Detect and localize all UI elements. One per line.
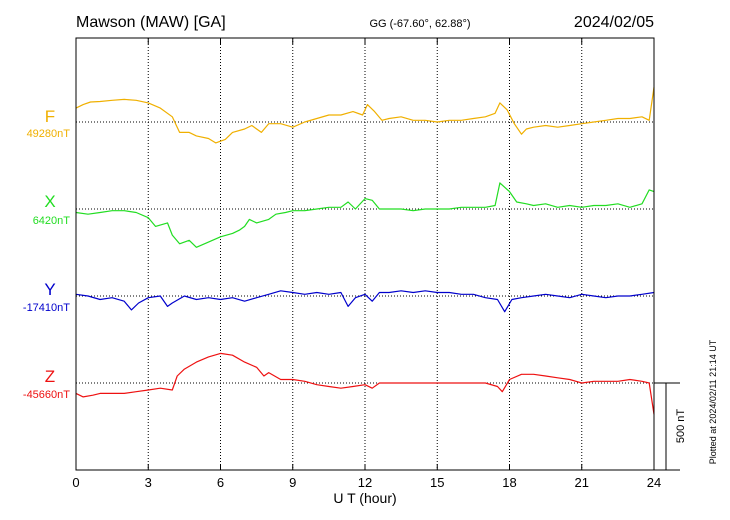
x-tick-label-6: 6 (217, 475, 224, 490)
date-label: 2024/02/05 (574, 14, 654, 31)
vertical-gridlines (147, 38, 583, 470)
baseline-value-f: 49280nT (27, 128, 71, 140)
series-line-f (75, 87, 655, 144)
series-line-y (75, 290, 655, 313)
baseline-value-x: 6420nT (33, 215, 71, 227)
scale-bar: 500 nT (654, 382, 687, 471)
plotted-timestamp: Plotted at 2024/02/11 21:14 UT (708, 339, 718, 464)
series-baselines (76, 121, 654, 384)
series-lines (75, 87, 655, 415)
x-tick-label-3: 3 (145, 475, 152, 490)
series-name-z: Z (45, 367, 55, 386)
series-line-z (75, 352, 655, 415)
scale-bar-label: 500 nT (675, 409, 687, 444)
baseline-value-z: -45660nT (23, 389, 70, 401)
x-tick-label-21: 21 (575, 475, 589, 490)
series-name-y: Y (44, 280, 55, 299)
series-labels: F 49280nT X 6420nT Y -17410nT Z -45660nT (23, 107, 70, 401)
x-tick-label-12: 12 (358, 475, 372, 490)
x-tick-label-9: 9 (289, 475, 296, 490)
series-name-x: X (44, 192, 55, 211)
x-axis-ticks: 0 3 6 9 12 15 18 21 24 (72, 38, 661, 490)
x-tick-label-24: 24 (647, 475, 661, 490)
x-tick-label-0: 0 (72, 475, 79, 490)
x-axis-label: U T (hour) (333, 490, 396, 506)
x-tick-label-15: 15 (430, 475, 444, 490)
station-title: Mawson (MAW) [GA] (76, 14, 226, 31)
coordinates-label: GG (-67.60°, 62.88°) (369, 18, 470, 30)
x-tick-label-18: 18 (502, 475, 516, 490)
baseline-value-y: -17410nT (23, 302, 70, 314)
series-name-f: F (45, 107, 55, 126)
series-line-x (75, 182, 655, 248)
